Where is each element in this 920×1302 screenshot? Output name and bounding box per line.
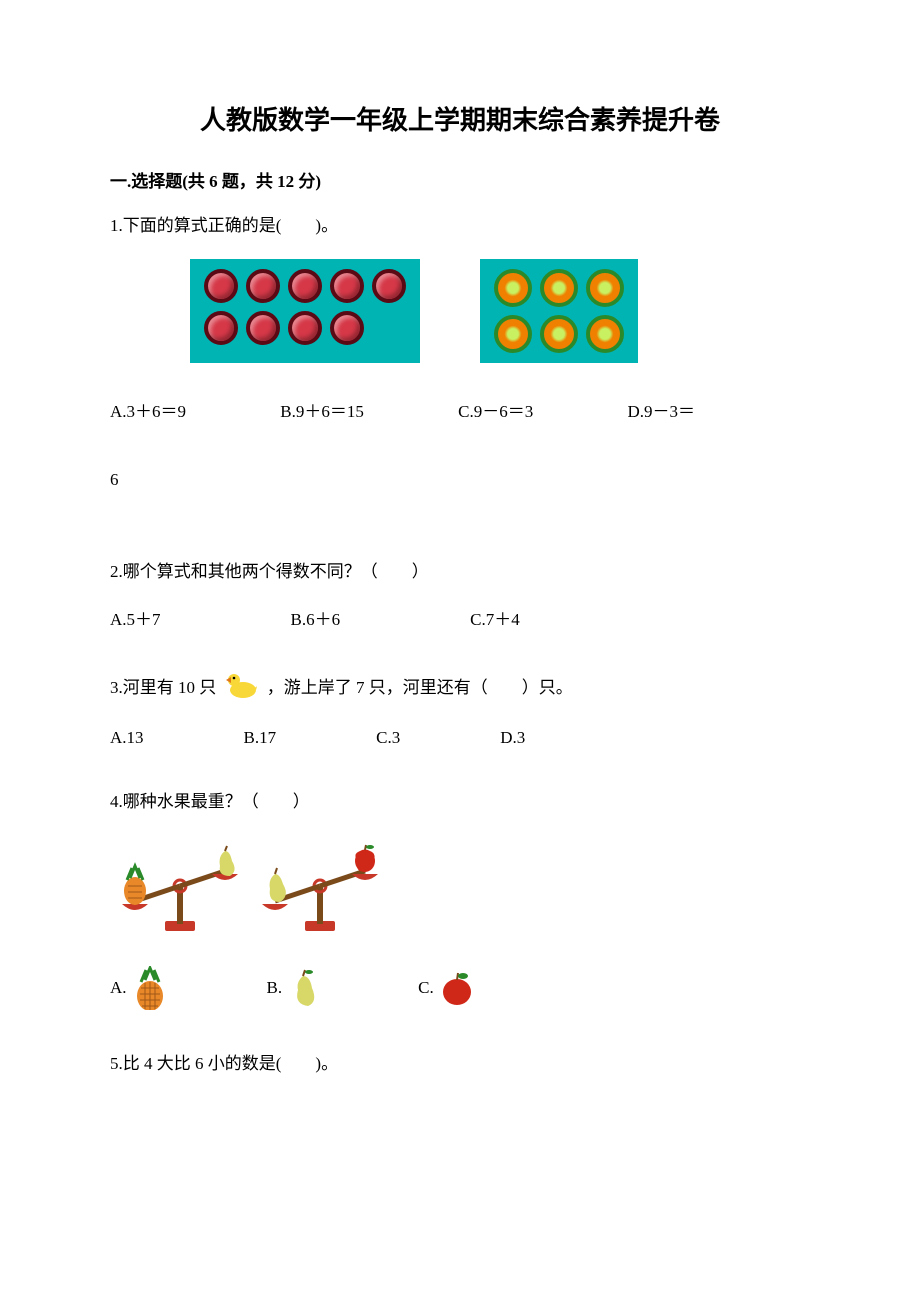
q1-text: 1.下面的算式正确的是( )。	[110, 212, 810, 239]
q3-opt-c: C.3	[376, 728, 400, 748]
q5-text: 5.比 4 大比 6 小的数是( )。	[110, 1050, 810, 1077]
q1-board-right	[480, 259, 638, 363]
q3-opt-d: D.3	[500, 728, 525, 748]
q3-text-post: ，游上岸了 7 只，河里还有（ ）只。	[267, 678, 573, 697]
duck-icon	[225, 670, 259, 708]
q3-opt-b: B.17	[244, 728, 277, 748]
q1-opt-a: A.3＋6＝9	[110, 402, 186, 421]
q3-options: A.13 B.17 C.3 D.3	[110, 728, 810, 748]
q4-scales	[110, 836, 810, 936]
page-title: 人教版数学一年级上学期期末综合素养提升卷	[110, 100, 810, 137]
q1-images	[190, 259, 810, 363]
q1-opt-b: B.9＋6＝15	[280, 402, 364, 421]
section-heading: 一.选择题(共 6 题，共 12 分)	[110, 167, 810, 192]
q4-opt-b: B.	[267, 968, 319, 1008]
scale-right-icon	[250, 836, 380, 936]
q4-opt-a: A.	[110, 966, 167, 1010]
q4-options: A. B. C.	[110, 966, 810, 1010]
q1-opt-c: C.9－6＝3	[458, 402, 533, 421]
q2-opt-a: A.5＋7	[110, 605, 161, 630]
pear-icon	[288, 968, 318, 1008]
apple-icon	[440, 971, 474, 1005]
q2-options: A.5＋7 B.6＋6 C.7＋4	[110, 605, 810, 630]
q1-opt-d-tail: 6	[110, 461, 810, 498]
q3-text-pre: 3.河里有 10 只	[110, 678, 216, 697]
q1-options: A.3＋6＝9 B.9＋6＝15 C.9－6＝3 D.9－3＝	[110, 393, 810, 430]
q1-opt-d: D.9－3＝	[627, 402, 695, 421]
scale-left-icon	[110, 836, 240, 936]
q2-opt-b: B.6＋6	[291, 605, 341, 630]
q4-opt-c: C.	[418, 971, 474, 1005]
q2-text: 2.哪个算式和其他两个得数不同？（ ）	[110, 558, 810, 585]
q3-opt-a: A.13	[110, 728, 144, 748]
pineapple-icon	[133, 966, 167, 1010]
q3-text: 3.河里有 10 只 ，游上岸了 7 只，河里还有（ ）只。	[110, 670, 810, 708]
q4-text: 4.哪种水果最重？（ ）	[110, 788, 810, 815]
q2-opt-c: C.7＋4	[470, 605, 520, 630]
q1-board-left	[190, 259, 420, 363]
